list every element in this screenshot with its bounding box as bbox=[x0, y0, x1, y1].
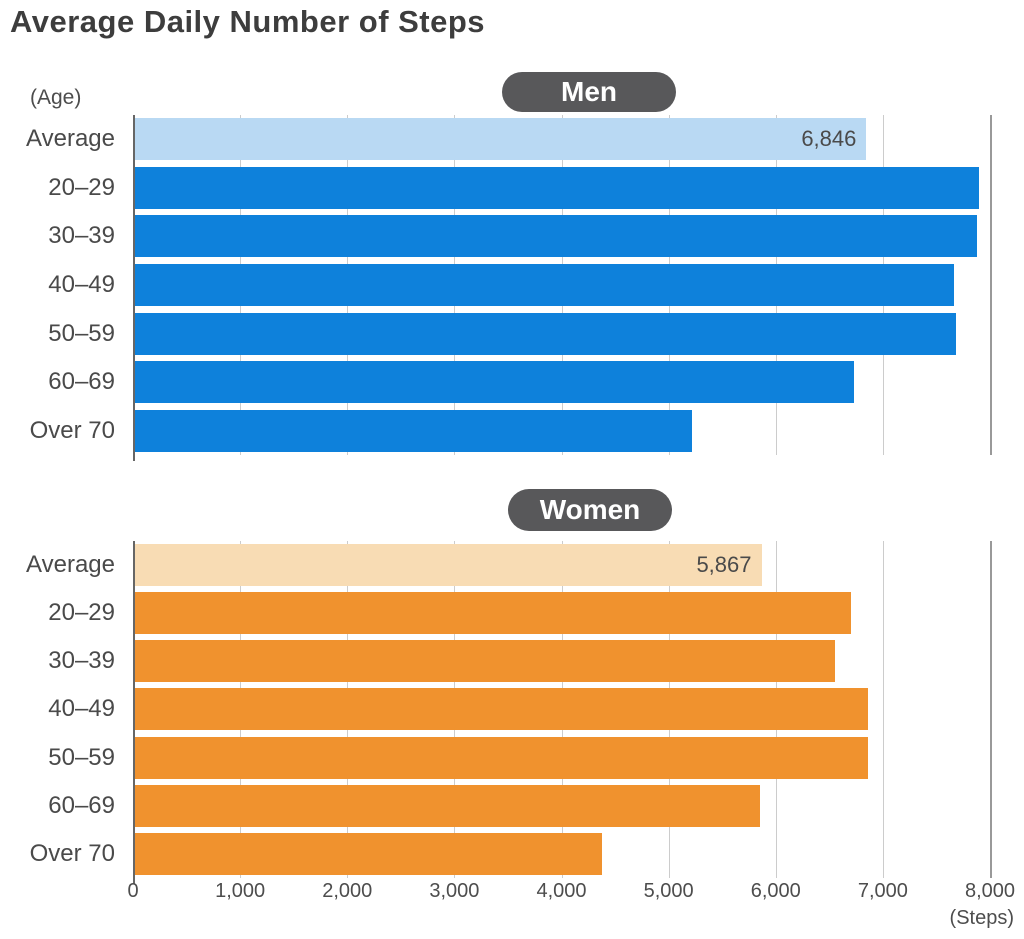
bar-row bbox=[133, 212, 990, 261]
age-axis-unit-label: (Age) bbox=[30, 86, 82, 109]
page-title: Average Daily Number of Steps bbox=[10, 4, 486, 39]
women-group-badge-label: Women bbox=[539, 494, 641, 525]
category-label: 20–29 bbox=[48, 599, 115, 627]
women-category-labels: Average 20–29 30–39 40–49 50–59 60–69 Over 70 bbox=[0, 541, 123, 878]
women-group-badge: Women bbox=[508, 489, 672, 531]
bar-row bbox=[133, 358, 990, 407]
category-label: 30–39 bbox=[48, 222, 115, 250]
x-tick-label: 0 bbox=[127, 880, 139, 902]
men-bar-over-70 bbox=[133, 409, 693, 452]
men-bar-30-39 bbox=[133, 215, 978, 258]
men-plot-area: 6,846 bbox=[133, 115, 992, 461]
bar-row bbox=[133, 782, 990, 830]
category-label: Average bbox=[26, 125, 115, 153]
bar-row: 5,867 bbox=[133, 541, 990, 589]
bar-row: 6,846 bbox=[133, 115, 990, 164]
women-bars: 5,867 bbox=[133, 541, 990, 878]
category-label: 40–49 bbox=[48, 695, 115, 723]
category-label: Over 70 bbox=[29, 416, 115, 444]
category-label: 60–69 bbox=[48, 368, 115, 396]
bar-row bbox=[133, 734, 990, 782]
women-bar-20-29 bbox=[133, 592, 851, 635]
x-tick-label: 4,000 bbox=[536, 880, 587, 902]
men-group-badge: Men bbox=[502, 72, 676, 112]
x-tick-label: 6,000 bbox=[750, 880, 801, 902]
category-label: Over 70 bbox=[29, 839, 115, 867]
gridline-7000 bbox=[882, 541, 884, 878]
x-tick-label: 3,000 bbox=[429, 880, 480, 902]
men-category-labels: Average 20–29 30–39 40–49 50–59 60–69 Over 70 bbox=[0, 115, 123, 455]
x-tick-label: 2,000 bbox=[322, 880, 373, 902]
men-bar-20-29 bbox=[133, 166, 980, 209]
x-tick-label: 7,000 bbox=[857, 880, 908, 902]
category-label: 50–59 bbox=[48, 319, 115, 347]
men-bar-50-59 bbox=[133, 312, 956, 355]
bar-row bbox=[133, 685, 990, 733]
women-plot-area: 5,867 bbox=[133, 541, 992, 884]
bar-row bbox=[133, 309, 990, 358]
bar-value-label: 5,867 bbox=[696, 552, 752, 578]
men-chart: Average 20–29 30–39 40–49 50–59 60–69 Over 70 … bbox=[0, 115, 1024, 461]
men-bars: 6,846 bbox=[133, 115, 990, 455]
x-tick-label: 5,000 bbox=[643, 880, 694, 902]
bar-row bbox=[133, 830, 990, 878]
men-bar-40-49 bbox=[133, 263, 954, 306]
bar-row bbox=[133, 261, 990, 310]
women-bar-40-49 bbox=[133, 688, 868, 731]
x-tick-label: 1,000 bbox=[215, 880, 266, 902]
bar-row bbox=[133, 637, 990, 685]
women-bar-60-69 bbox=[133, 784, 760, 827]
y-axis-line bbox=[133, 115, 135, 455]
men-bar-60-69 bbox=[133, 361, 854, 404]
y-axis-line bbox=[133, 541, 135, 878]
bar-value-label: 6,846 bbox=[801, 126, 857, 152]
x-tick-label: 8,000 bbox=[964, 880, 1016, 902]
bar-row bbox=[133, 406, 990, 455]
gridline-8000 bbox=[990, 115, 992, 455]
category-label: 60–69 bbox=[48, 791, 115, 819]
women-bar-50-59 bbox=[133, 736, 868, 779]
category-label: 50–59 bbox=[48, 743, 115, 771]
category-label: 40–49 bbox=[48, 270, 115, 298]
steps-axis-unit-label: (Steps) bbox=[949, 907, 1014, 929]
x-axis-tick-labels: 0 1,000 2,000 3,000 4,000 5,000 6,000 7,000 8,00… bbox=[0, 880, 1024, 908]
women-chart: Average 20–29 30–39 40–49 50–59 60–69 Over 70 … bbox=[0, 541, 1024, 884]
category-label: Average bbox=[26, 551, 115, 579]
men-group-badge-label: Men bbox=[561, 76, 617, 107]
women-bar-30-39 bbox=[133, 640, 835, 683]
bar-row bbox=[133, 589, 990, 637]
women-bar-over-70 bbox=[133, 832, 603, 875]
category-label: 30–39 bbox=[48, 647, 115, 675]
bar-row bbox=[133, 164, 990, 213]
category-label: 20–29 bbox=[48, 173, 115, 201]
gridline-8000 bbox=[990, 541, 992, 878]
women-bar-average: 5,867 bbox=[133, 544, 762, 587]
men-bar-average: 6,846 bbox=[133, 118, 867, 161]
